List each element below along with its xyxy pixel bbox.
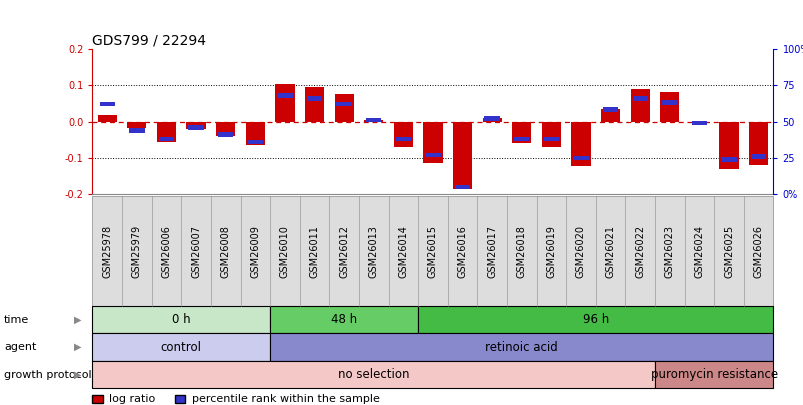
Bar <box>571 122 590 166</box>
Text: GSM26006: GSM26006 <box>161 225 171 277</box>
Bar <box>304 87 324 122</box>
Bar <box>158 136 174 141</box>
Text: GSM26012: GSM26012 <box>339 225 349 277</box>
Bar <box>602 107 618 112</box>
Text: control: control <box>161 341 202 354</box>
Text: 96 h: 96 h <box>582 313 608 326</box>
Text: GSM26013: GSM26013 <box>369 225 378 277</box>
Bar <box>423 122 442 163</box>
Bar <box>659 92 679 122</box>
Text: GSM25978: GSM25978 <box>102 224 112 278</box>
Text: retinoic acid: retinoic acid <box>485 341 557 354</box>
Text: GSM26017: GSM26017 <box>487 225 496 277</box>
Text: GSM26016: GSM26016 <box>457 225 467 277</box>
Bar <box>364 120 383 122</box>
Text: percentile rank within the sample: percentile rank within the sample <box>191 394 379 404</box>
Bar <box>336 102 352 107</box>
Bar <box>689 122 708 123</box>
Text: GSM26026: GSM26026 <box>752 225 763 277</box>
Bar <box>425 153 440 158</box>
Text: GSM26015: GSM26015 <box>427 225 438 277</box>
Bar <box>275 84 294 122</box>
Text: ▶: ▶ <box>74 315 82 324</box>
Bar <box>573 156 588 160</box>
Bar <box>452 122 471 189</box>
Text: GSM26023: GSM26023 <box>664 225 674 277</box>
Text: 48 h: 48 h <box>331 313 357 326</box>
Text: GSM25979: GSM25979 <box>132 224 141 278</box>
Bar <box>543 136 558 141</box>
Text: agent: agent <box>4 342 36 352</box>
Text: puromycin resistance: puromycin resistance <box>650 368 777 381</box>
Bar <box>307 96 322 100</box>
Bar <box>365 118 381 122</box>
Bar <box>512 122 531 143</box>
Bar <box>632 96 647 100</box>
Text: GSM26024: GSM26024 <box>694 225 703 277</box>
Text: growth protocol: growth protocol <box>4 370 92 379</box>
Bar <box>100 102 115 107</box>
Bar <box>247 140 263 144</box>
Bar <box>186 122 206 129</box>
Bar <box>541 122 560 147</box>
Bar <box>454 185 470 190</box>
Text: GSM26022: GSM26022 <box>634 224 645 278</box>
Bar <box>748 122 768 165</box>
Bar <box>719 122 738 169</box>
Bar <box>97 115 116 122</box>
Text: ▶: ▶ <box>74 342 82 352</box>
Text: GSM26007: GSM26007 <box>191 225 201 277</box>
Text: GSM26025: GSM26025 <box>724 224 733 278</box>
Text: GSM26020: GSM26020 <box>575 225 585 277</box>
Text: GDS799 / 22294: GDS799 / 22294 <box>92 34 206 47</box>
Text: GSM26011: GSM26011 <box>309 225 319 277</box>
Bar <box>218 132 233 137</box>
Text: GSM26019: GSM26019 <box>546 225 556 277</box>
Bar <box>630 89 649 121</box>
Text: time: time <box>4 315 29 324</box>
Bar <box>691 121 707 125</box>
Bar <box>484 116 499 121</box>
Text: log ratio: log ratio <box>109 394 156 404</box>
Bar <box>482 118 501 122</box>
Text: ▶: ▶ <box>74 370 82 379</box>
Bar <box>127 122 146 128</box>
Bar <box>600 109 619 122</box>
Bar <box>277 93 292 98</box>
Bar <box>750 154 765 159</box>
Bar <box>129 128 145 132</box>
Bar <box>246 122 265 145</box>
Bar <box>157 122 176 142</box>
Bar <box>720 157 736 162</box>
Text: GSM26018: GSM26018 <box>516 225 526 277</box>
Bar <box>216 122 235 136</box>
Bar <box>662 100 677 105</box>
Bar <box>188 125 203 130</box>
Bar <box>334 94 353 122</box>
Text: GSM26021: GSM26021 <box>605 225 615 277</box>
Text: 0 h: 0 h <box>172 313 190 326</box>
Text: GSM26014: GSM26014 <box>397 225 408 277</box>
Text: GSM26008: GSM26008 <box>220 225 230 277</box>
Text: no selection: no selection <box>337 368 409 381</box>
Bar <box>395 136 410 141</box>
Text: GSM26009: GSM26009 <box>250 225 260 277</box>
Text: GSM26010: GSM26010 <box>279 225 290 277</box>
Bar <box>393 122 413 147</box>
Bar <box>513 136 529 141</box>
